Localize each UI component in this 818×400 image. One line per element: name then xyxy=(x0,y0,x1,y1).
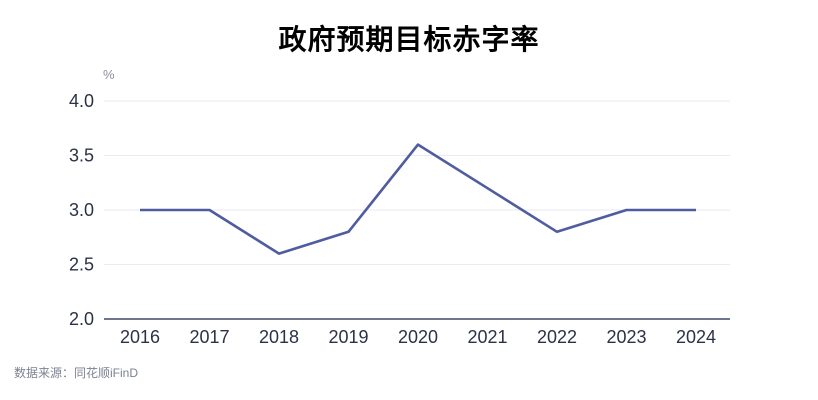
y-tick-label: 2.0 xyxy=(69,309,94,329)
chart-title: 政府预期目标赤字率 xyxy=(278,24,540,55)
x-tick-label: 2022 xyxy=(537,327,577,347)
y-tick-label: 3.0 xyxy=(69,200,94,220)
x-tick-label: 2017 xyxy=(189,327,229,347)
y-tick-label: 2.5 xyxy=(69,255,94,275)
deficit-rate-line xyxy=(140,143,696,255)
y-tick-label: 3.5 xyxy=(69,146,94,166)
x-tick-label: 2020 xyxy=(398,327,438,347)
x-tick-label: 2024 xyxy=(676,327,716,347)
x-tick-label: 2018 xyxy=(259,327,299,347)
y-tick-label: 4.0 xyxy=(69,91,94,111)
x-tick-label: 2019 xyxy=(328,327,368,347)
source-note: 数据来源：同花顺iFinD xyxy=(14,366,139,380)
x-tick-label: 2021 xyxy=(467,327,507,347)
y-axis-unit-label: % xyxy=(103,67,115,82)
x-tick-label: 2023 xyxy=(606,327,646,347)
x-tick-label: 2016 xyxy=(120,327,160,347)
